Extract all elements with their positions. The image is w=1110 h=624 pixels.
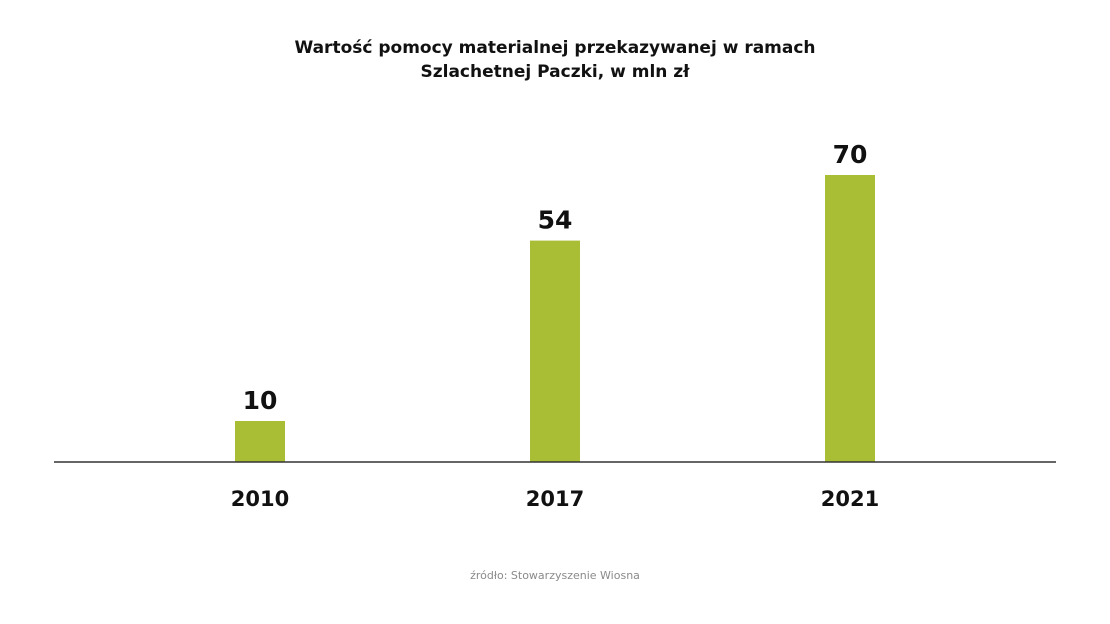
data-label-2017: 54 (538, 206, 573, 235)
x-tick-label-2021: 2021 (821, 487, 879, 511)
data-label-2010: 10 (243, 386, 278, 415)
chart-title: Wartość pomocy materialnej przekazywanej… (0, 36, 1110, 84)
data-label-2021: 70 (833, 140, 868, 169)
bar-2010 (235, 421, 285, 462)
x-tick-label-2017: 2017 (526, 487, 584, 511)
source-note: źródło: Stowarzyszenie Wiosna (470, 569, 640, 582)
bar-2017 (530, 240, 580, 462)
chart-title-line-1: Wartość pomocy materialnej przekazywanej… (294, 38, 816, 58)
x-tick-label-2010: 2010 (231, 487, 289, 511)
chart-title-line-2: Szlachetnej Paczki, w mln zł (420, 62, 690, 82)
bar-2021 (825, 175, 875, 462)
